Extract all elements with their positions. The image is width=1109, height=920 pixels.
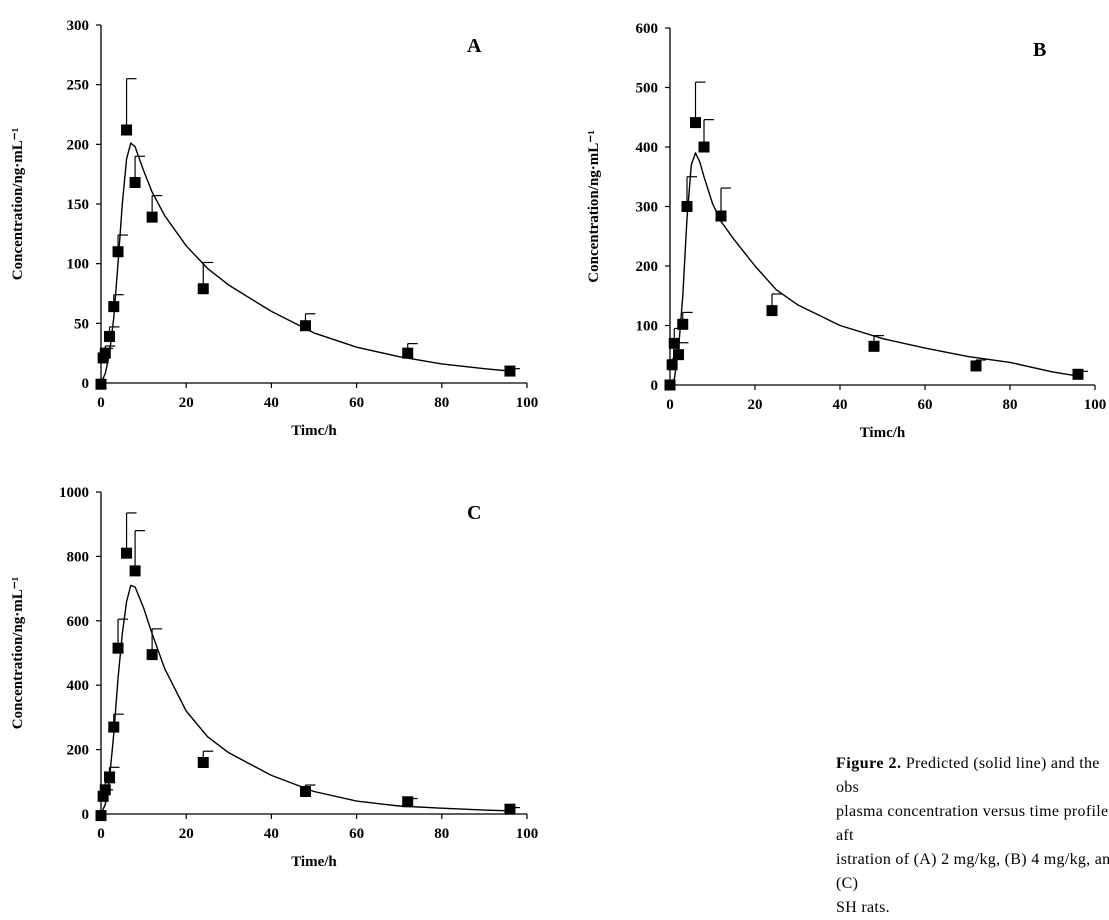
observed-point <box>112 246 124 258</box>
y-axis-label-c: Concentration/ng·mL⁻¹ <box>10 577 26 729</box>
observed-point <box>95 810 107 822</box>
observed-point <box>104 330 116 342</box>
x-tick-label: 100 <box>516 395 539 411</box>
x-tick-label: 20 <box>179 826 194 842</box>
panel-letter-c: C <box>467 502 481 524</box>
x-tick-label: 80 <box>434 826 449 842</box>
x-tick-label: 0 <box>666 397 674 413</box>
x-tick-label: 100 <box>1084 397 1107 413</box>
x-axis-label-a: Timc/h <box>291 423 337 439</box>
panel-a: 0 50 100 150 200 250 300 0 20 40 60 80 100 Timc/h Conc… <box>10 18 538 439</box>
y-tick-label: 400 <box>636 140 659 156</box>
observed-point <box>108 301 120 313</box>
y-tick-label: 300 <box>636 200 659 216</box>
x-tick-label: 40 <box>833 397 848 413</box>
observed-point <box>690 117 701 129</box>
x-tick-label: 20 <box>748 397 763 413</box>
x-tick-label: 0 <box>97 395 105 411</box>
panel-letter-a: A <box>467 35 482 57</box>
y-tick-label: 300 <box>67 18 90 34</box>
y-tick-label: 0 <box>651 378 659 394</box>
x-axis-label-c: Time/h <box>291 854 337 870</box>
panel-letter-b: B <box>1033 39 1046 61</box>
observed-point <box>868 340 880 352</box>
observed-point <box>104 771 116 783</box>
observed-point <box>97 790 109 802</box>
x-tick-label: 20 <box>179 395 194 411</box>
x-tick-label: 80 <box>434 395 449 411</box>
observed-point <box>970 360 982 372</box>
y-tick-label: 100 <box>67 257 90 273</box>
y-tick-label: 600 <box>67 614 90 630</box>
caption-label: Figure 2. <box>836 755 902 772</box>
observed-point <box>504 365 516 377</box>
observed-point <box>146 649 158 661</box>
observed-point <box>402 796 414 808</box>
y-tick-label: 50 <box>74 316 89 332</box>
y-tick-label: 800 <box>67 549 90 565</box>
x-tick-label: 40 <box>264 826 279 842</box>
observed-point <box>121 124 133 136</box>
observed-point <box>129 565 141 577</box>
predicted-line <box>100 584 511 815</box>
observed-point <box>673 349 684 361</box>
observed-point <box>121 547 133 559</box>
y-tick-label: 400 <box>67 678 90 694</box>
observed-point <box>504 803 516 815</box>
x-tick-label: 100 <box>516 826 539 842</box>
panel-b: 0 100 200 300 400 500 600 0 20 40 60 80 100 Timc/h Con… <box>586 21 1106 441</box>
y-tick-label: 200 <box>67 137 90 153</box>
observed-point <box>664 379 676 391</box>
observed-point <box>402 347 414 359</box>
observed-point <box>715 210 727 222</box>
x-tick-label: 60 <box>349 826 364 842</box>
observed-point <box>299 785 311 797</box>
y-axis-label-a: Concentration/ng·mL⁻¹ <box>10 128 26 280</box>
observed-point <box>698 141 710 153</box>
y-axis-label-b: Concentration/ng·mL⁻¹ <box>586 130 602 282</box>
y-tick-label: 1000 <box>59 485 89 501</box>
observed-point <box>95 378 107 390</box>
observed-point <box>681 201 693 212</box>
y-tick-label: 500 <box>636 81 659 97</box>
observed-point <box>129 177 141 189</box>
observed-point <box>197 283 209 295</box>
panel-c: 0 200 400 600 800 1000 0 20 40 60 80 100 Time/h Conce… <box>10 485 538 870</box>
observed-point <box>677 318 689 330</box>
y-tick-label: 100 <box>636 319 659 335</box>
observed-point <box>766 305 778 317</box>
y-tick-label: 250 <box>67 78 90 94</box>
caption-text: Predicted (solid line) and the obs plasm… <box>836 755 1109 916</box>
observed-point <box>146 211 158 223</box>
observed-point <box>99 347 111 359</box>
y-tick-label: 150 <box>67 197 90 213</box>
observed-point <box>112 642 124 654</box>
observed-point <box>108 721 120 733</box>
x-axis-label-b: Timc/h <box>860 425 906 441</box>
observed-point <box>1072 368 1084 380</box>
predicted-line <box>100 142 511 384</box>
x-tick-label: 80 <box>1003 397 1018 413</box>
x-tick-label: 40 <box>264 395 279 411</box>
observed-point <box>197 756 209 768</box>
observed-point <box>299 320 311 332</box>
y-tick-label: 200 <box>636 259 659 275</box>
y-tick-label: 0 <box>82 376 90 392</box>
x-tick-label: 60 <box>918 397 933 413</box>
y-tick-label: 200 <box>67 743 90 759</box>
observed-point <box>99 784 111 796</box>
observed-point <box>668 337 680 349</box>
observed-point <box>666 359 678 371</box>
x-tick-label: 0 <box>97 826 105 842</box>
figure-caption: Figure 2. Predicted (solid line) and the… <box>836 752 1109 920</box>
predicted-line <box>669 152 1079 386</box>
x-tick-label: 60 <box>349 395 364 411</box>
y-tick-label: 600 <box>636 21 659 37</box>
y-tick-label: 0 <box>82 807 90 823</box>
